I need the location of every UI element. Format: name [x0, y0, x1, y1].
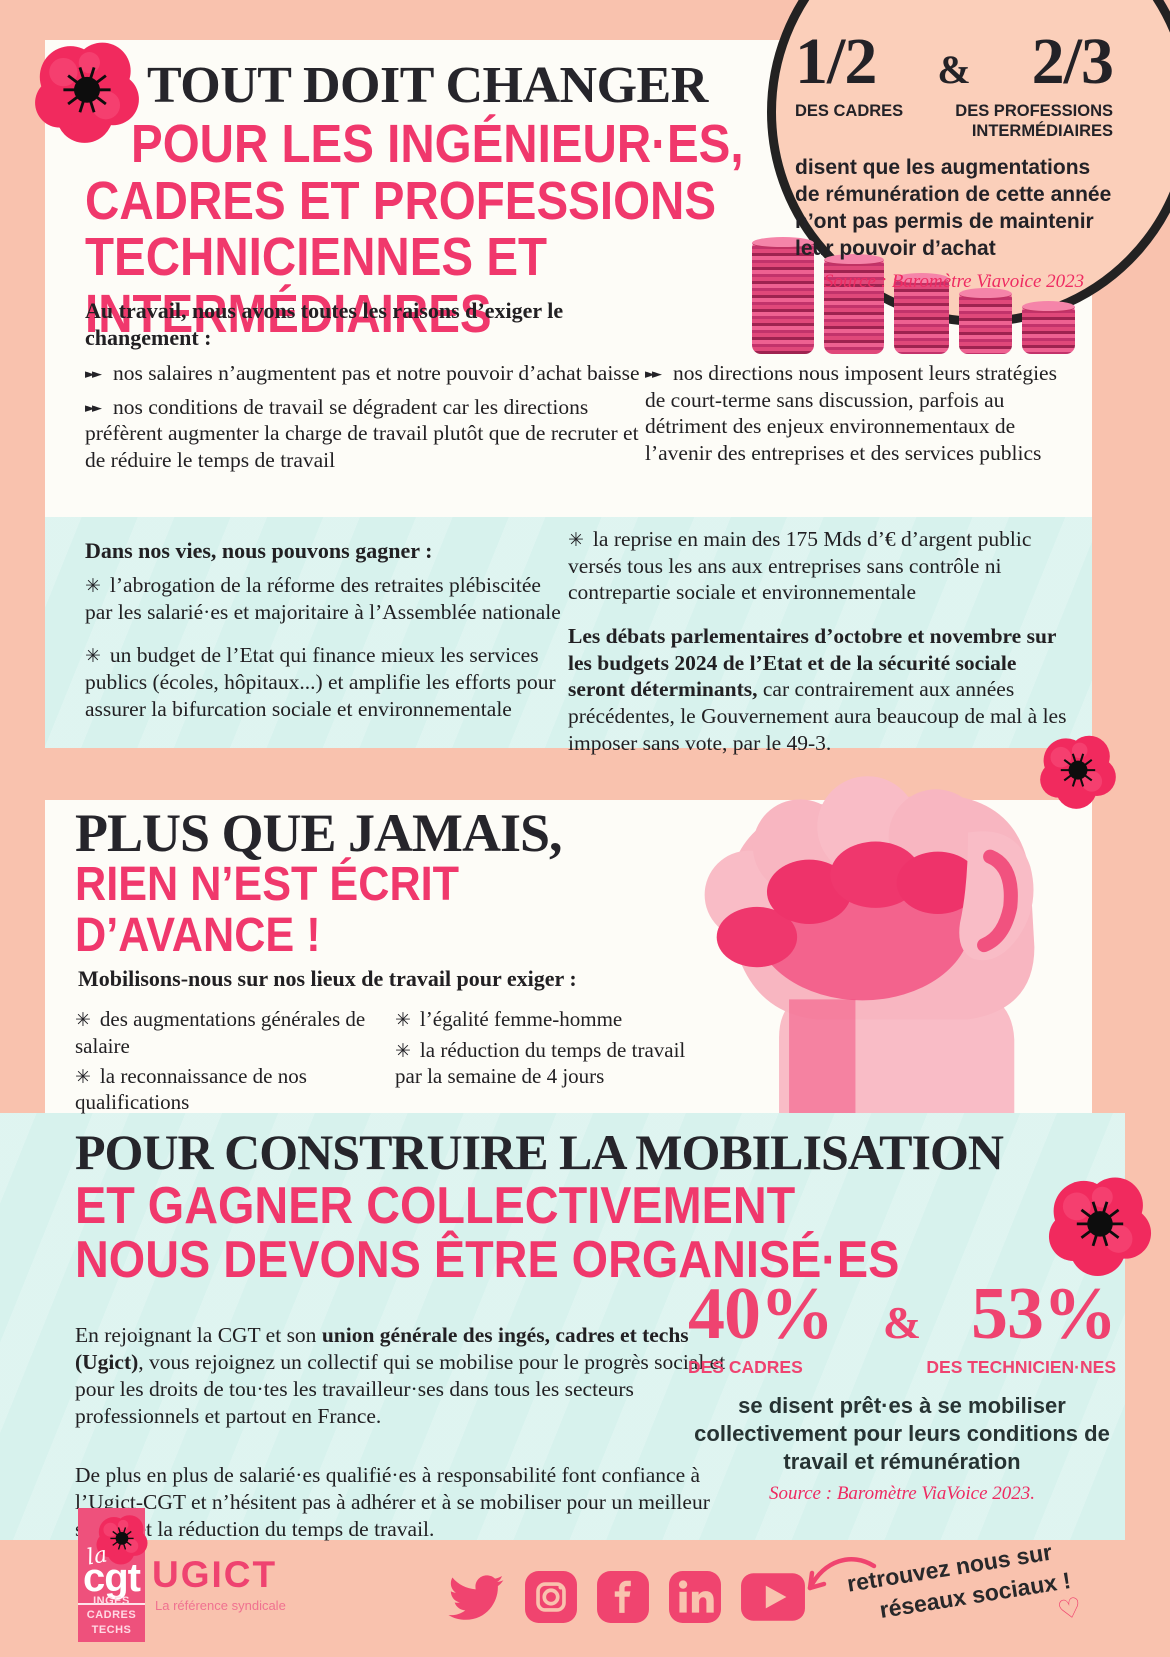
page-subtitle-line: POUR LES INGÉNIEUR·ES, — [131, 114, 744, 174]
double-arrow-icon: ►► — [85, 400, 102, 416]
coin-stacks-illustration — [752, 237, 1097, 354]
star-marker-icon: ✳ — [75, 1009, 91, 1031]
star-marker-icon: ✳ — [85, 645, 101, 668]
list-item: ✳ des augmentations générales de salaire — [75, 1007, 366, 1058]
stat-circle-content: 1/2 & 2/3 DES CADRES DES PROFESSIONS INT… — [795, 24, 1114, 293]
list-item: ✳ un budget de l’Etat qui finance mieux l… — [85, 643, 556, 721]
list-item: ✳ l’abrogation de la réforme des retraite… — [85, 573, 561, 624]
poppy-icon — [28, 30, 146, 152]
stat-label-cadres: DES CADRES — [688, 1357, 803, 1377]
list-item: ✳ l’égalité femme-homme — [395, 1007, 623, 1031]
mobilisation-title: POUR CONSTRUIRE LA MOBILISATION ET GAGNE… — [75, 1124, 1004, 1289]
masthead: TOUT DOIT CHANGER POUR LES INGÉNIEUR·ES,… — [85, 60, 785, 343]
jamais-bullets-left: ✳ des augmentations générales de salaire … — [75, 1006, 395, 1119]
logo-subtitle: INGES CADRES TECHS — [86, 1595, 137, 1636]
jamais-title: PLUS QUE JAMAIS, RIEN N’EST ÉCRIT D’AVAN… — [75, 803, 563, 962]
mobilisation-paragraph-2: De plus en plus de salarié·es qualifié·e… — [75, 1463, 710, 1542]
debates-paragraph: Les débats parlementaires d’octobre et n… — [568, 623, 1067, 755]
coin-stack-icon — [1022, 301, 1075, 354]
double-arrow-icon: ►► — [85, 367, 102, 382]
mobilisation-title-black: POUR CONSTRUIRE LA MOBILISATION — [75, 1124, 1004, 1180]
gains-mint-panel — [45, 517, 1092, 748]
gains-heading: Dans nos vies, nous pouvons gagner : — [85, 538, 433, 563]
poppy-icon — [1035, 728, 1121, 814]
work-section-intro: Au travail, nous avons toutes les raison… — [85, 298, 564, 350]
work-bullets-right: ►► nos directions nous imposent leurs str… — [645, 360, 1077, 474]
facebook-icon — [597, 1571, 649, 1623]
stat-circle-text: disent que les augmentations de rémunéra… — [795, 155, 1112, 261]
mobilisation-title-pink-line: ET GAGNER COLLECTIVEMENT — [75, 1176, 796, 1235]
list-item: ✳ la reconnaissance de nos qualifications — [75, 1063, 307, 1115]
logo-cgt-text: cgt — [78, 1556, 145, 1605]
jamais-bullets-right: ✳ l’égalité femme-homme ✳ la réduction du … — [395, 1006, 717, 1093]
list-item: ►► nos directions nous imposent leurs str… — [645, 361, 1057, 465]
heart-icon: ♡ — [1054, 1591, 1086, 1628]
page-subtitle-line: TECHNICIENNES ET — [85, 227, 548, 288]
page-title: TOUT DOIT CHANGER — [147, 57, 708, 114]
raised-fist-image — [635, 736, 1100, 1113]
stat-label-professions: DES PROFESSIONS INTERMÉDIAIRES — [955, 102, 1113, 140]
coin-stack-icon — [752, 237, 814, 354]
star-marker-icon: ✳ — [85, 575, 101, 597]
list-item: ✳ la réduction du temps de travail par la… — [395, 1037, 686, 1089]
mobilisation-stats-source: Source : Baromètre ViaVoice 2023. — [768, 1482, 1036, 1504]
stat-value-half: 1/2 — [795, 25, 877, 98]
youtube-icon — [741, 1573, 805, 1621]
page-subtitle-line: CADRES ET PROFESSIONS — [85, 170, 717, 231]
social-icons-row — [448, 1570, 806, 1624]
mobilisation-paragraph-1: En rejoignant la CGT et son union généra… — [75, 1323, 726, 1429]
list-item: ✳ la reprise en main des 175 Mds d’€ d’ar… — [568, 527, 1032, 605]
stat-circle-source: Source : Baromètre Viavoice 2023 — [823, 270, 1085, 292]
coin-stack-icon — [824, 254, 884, 354]
stat-label-techniciens: DES TECHNICIEN·NES — [926, 1357, 1116, 1377]
stat-label-cadres: DES CADRES — [795, 102, 904, 120]
coin-stack-icon — [959, 288, 1012, 354]
star-marker-icon: ✳ — [395, 1009, 411, 1031]
jamais-title-black: PLUS QUE JAMAIS, — [75, 803, 563, 863]
poppy-icon — [1042, 1166, 1158, 1284]
work-bullets-left: ►► nos salaires n’augmentent pas et notre… — [85, 360, 643, 481]
mobilisation-stats: 40% & 53% DES CADRES DES TECHNICIEN·NES … — [688, 1272, 1117, 1505]
page-subtitle-line: INTERMÉDIAIRES — [85, 284, 492, 345]
linkedin-icon — [669, 1571, 721, 1623]
mobilisation-stats-text: se disent prêt·es à se mobiliser collect… — [694, 1393, 1110, 1474]
gains-bullets-left: ✳ l’abrogation de la réforme des retraite… — [85, 572, 567, 739]
star-marker-icon: ✳ — [568, 529, 584, 551]
list-item: ►► nos salaires n’augmentent pas et notre… — [85, 361, 640, 385]
cgt-ugict-logo: la cgt INGES CADRES TECHS — [78, 1508, 145, 1642]
mobilisation-title-pink-line: NOUS DEVONS ÊTRE ORGANISÉ·ES — [75, 1230, 900, 1289]
jamais-title-pink-line: D’AVANCE ! — [75, 908, 321, 962]
stat-value-40: 40% — [688, 1273, 834, 1355]
coin-stack-icon — [894, 273, 949, 354]
list-item: ►► nos conditions de travail se dégradent… — [85, 394, 639, 472]
stat-value-two-thirds: 2/3 — [1031, 25, 1114, 98]
star-marker-icon: ✳ — [395, 1039, 411, 1062]
ugict-tagline: La référence syndicale — [155, 1598, 286, 1613]
star-marker-icon: ✳ — [75, 1065, 91, 1088]
gains-bullets-right: ✳ la reprise en main des 175 Mds d’€ d’ar… — [568, 526, 1076, 756]
mobilisation-mint-panel — [0, 1113, 1125, 1540]
stat-ampersand: & — [937, 47, 971, 92]
curved-arrow-icon — [807, 1557, 877, 1591]
stat-value-53: 53% — [970, 1273, 1117, 1355]
ugict-wordmark: UGICT — [152, 1554, 278, 1595]
double-arrow-icon: ►► — [645, 367, 662, 382]
instagram-icon — [525, 1571, 577, 1623]
jamais-title-pink-line: RIEN N’EST ÉCRIT — [75, 858, 460, 911]
stat-ampersand: & — [882, 1297, 922, 1348]
jamais-intro: Mobilisons-nous sur nos lieux de travail… — [78, 966, 577, 991]
twitter-icon — [448, 1575, 504, 1620]
